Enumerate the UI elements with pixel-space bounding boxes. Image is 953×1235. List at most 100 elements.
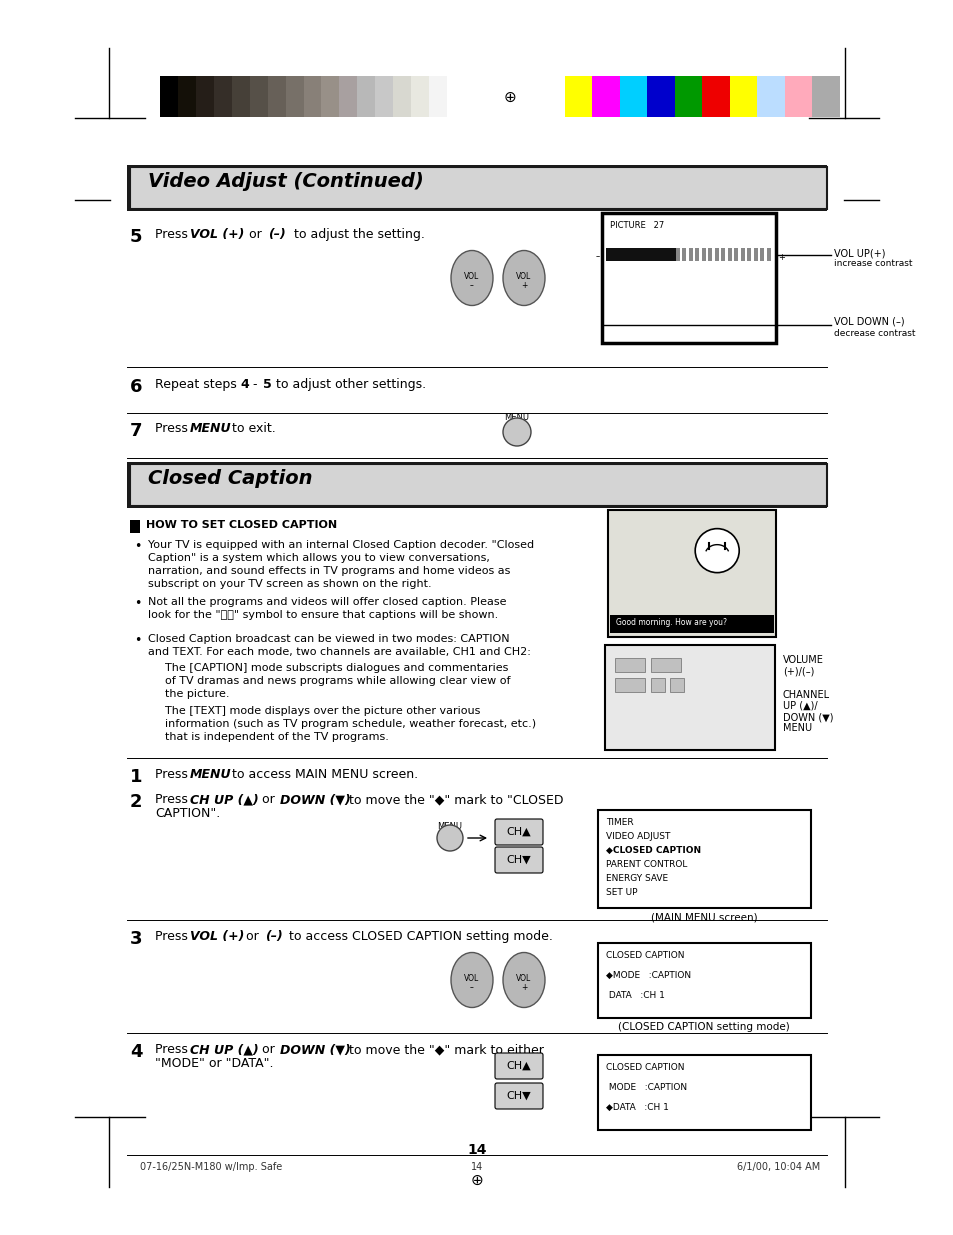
Bar — [268, 77, 285, 117]
Text: 4: 4 — [130, 1044, 142, 1061]
Bar — [729, 77, 757, 117]
Text: VOL
+: VOL + — [516, 272, 531, 290]
Bar — [339, 77, 357, 117]
Text: 2: 2 — [130, 793, 142, 811]
Bar — [604, 645, 774, 750]
Bar — [160, 77, 178, 117]
Text: CH UP (▲): CH UP (▲) — [190, 793, 258, 806]
Text: (CLOSED CAPTION setting mode): (CLOSED CAPTION setting mode) — [618, 1023, 789, 1032]
Text: CLOSED CAPTION: CLOSED CAPTION — [605, 951, 684, 960]
Bar — [619, 77, 647, 117]
Bar — [375, 77, 393, 117]
Bar — [605, 248, 676, 261]
Bar — [676, 248, 679, 261]
Text: CH▼: CH▼ — [506, 855, 531, 864]
Text: 3: 3 — [130, 930, 142, 948]
Text: CLOSED CAPTION: CLOSED CAPTION — [605, 1063, 684, 1072]
Text: Press: Press — [154, 793, 192, 806]
Bar — [592, 77, 619, 117]
Text: VOL DOWN (–): VOL DOWN (–) — [833, 317, 903, 327]
Bar — [127, 165, 826, 211]
Text: Closed Caption broadcast can be viewed in two modes: CAPTION: Closed Caption broadcast can be viewed i… — [148, 634, 509, 643]
Bar — [598, 944, 810, 1018]
Bar — [411, 77, 429, 117]
Text: VOL (+): VOL (+) — [190, 228, 244, 241]
Text: DOWN (▼): DOWN (▼) — [782, 713, 833, 722]
Text: •: • — [133, 634, 141, 647]
Bar — [178, 77, 195, 117]
Text: Caption" is a system which allows you to view conversations,: Caption" is a system which allows you to… — [148, 553, 489, 563]
Text: "MODE" or "DATA".: "MODE" or "DATA". — [154, 1057, 274, 1070]
Text: VOL
+: VOL + — [516, 973, 531, 993]
Text: VOL (+): VOL (+) — [190, 930, 244, 944]
Text: 6/1/00, 10:04 AM: 6/1/00, 10:04 AM — [736, 1162, 820, 1172]
Text: of TV dramas and news programs while allowing clear view of: of TV dramas and news programs while all… — [165, 676, 510, 685]
Bar — [650, 658, 680, 672]
Bar — [213, 77, 232, 117]
Text: CH UP (▲): CH UP (▲) — [190, 1044, 258, 1056]
Bar — [681, 248, 686, 261]
Text: to move the "◆" mark to "CLOSED: to move the "◆" mark to "CLOSED — [345, 793, 563, 806]
Bar — [393, 77, 411, 117]
Bar — [303, 77, 321, 117]
Text: 7: 7 — [130, 422, 142, 440]
Bar — [598, 810, 810, 908]
Text: Press: Press — [154, 1044, 192, 1056]
Text: 5: 5 — [130, 228, 142, 246]
Text: Repeat steps: Repeat steps — [154, 378, 240, 391]
Text: DOWN (▼): DOWN (▼) — [280, 1044, 351, 1056]
Bar — [250, 77, 268, 117]
Bar — [195, 77, 213, 117]
Text: increase contrast: increase contrast — [833, 259, 911, 268]
FancyBboxPatch shape — [495, 819, 542, 845]
Text: decrease contrast: decrease contrast — [833, 329, 915, 338]
Text: 5: 5 — [263, 378, 272, 391]
Text: •: • — [133, 597, 141, 610]
Text: the picture.: the picture. — [165, 689, 230, 699]
Text: DATA   :CH 1: DATA :CH 1 — [605, 990, 664, 1000]
Bar — [615, 658, 644, 672]
Circle shape — [502, 417, 531, 446]
Bar — [429, 77, 447, 117]
Text: VOLUME: VOLUME — [782, 655, 823, 664]
Ellipse shape — [451, 251, 493, 305]
Text: CH▼: CH▼ — [506, 1091, 531, 1100]
Text: that is independent of the TV programs.: that is independent of the TV programs. — [165, 732, 389, 742]
Text: VOL
–: VOL – — [464, 973, 479, 993]
Text: Closed Caption: Closed Caption — [148, 469, 313, 488]
Text: subscript on your TV screen as shown on the right.: subscript on your TV screen as shown on … — [148, 579, 431, 589]
Text: or: or — [245, 228, 266, 241]
Bar — [601, 212, 775, 343]
Text: MENU: MENU — [782, 722, 811, 734]
Bar — [127, 462, 826, 508]
Text: HOW TO SET CLOSED CAPTION: HOW TO SET CLOSED CAPTION — [146, 520, 336, 530]
Text: MENU: MENU — [504, 412, 529, 422]
Bar — [285, 77, 303, 117]
Bar — [688, 248, 692, 261]
Bar — [647, 77, 675, 117]
Bar — [615, 678, 644, 692]
Text: or: or — [257, 1044, 278, 1056]
Text: Not all the programs and videos will offer closed caption. Please: Not all the programs and videos will off… — [148, 597, 506, 606]
Text: SET UP: SET UP — [605, 888, 637, 897]
Bar — [607, 510, 775, 637]
Bar — [130, 167, 826, 209]
Text: 4: 4 — [240, 378, 249, 391]
Bar — [720, 248, 724, 261]
Ellipse shape — [451, 952, 493, 1008]
Text: to adjust other settings.: to adjust other settings. — [272, 378, 426, 391]
Text: MODE   :CAPTION: MODE :CAPTION — [605, 1083, 686, 1092]
Text: or: or — [242, 930, 262, 944]
Text: CH▲: CH▲ — [506, 827, 531, 837]
Bar — [812, 77, 840, 117]
Text: VOL
–: VOL – — [464, 272, 479, 290]
Text: or: or — [257, 793, 278, 806]
FancyBboxPatch shape — [495, 1053, 542, 1079]
FancyBboxPatch shape — [495, 847, 542, 873]
Text: Your TV is equipped with an internal Closed Caption decoder. "Closed: Your TV is equipped with an internal Clo… — [148, 540, 534, 550]
Text: MENU: MENU — [190, 768, 232, 781]
Text: VIDEO ADJUST: VIDEO ADJUST — [605, 832, 670, 841]
Text: to exit.: to exit. — [228, 422, 275, 435]
Bar — [564, 77, 592, 117]
Text: 6: 6 — [130, 378, 142, 396]
